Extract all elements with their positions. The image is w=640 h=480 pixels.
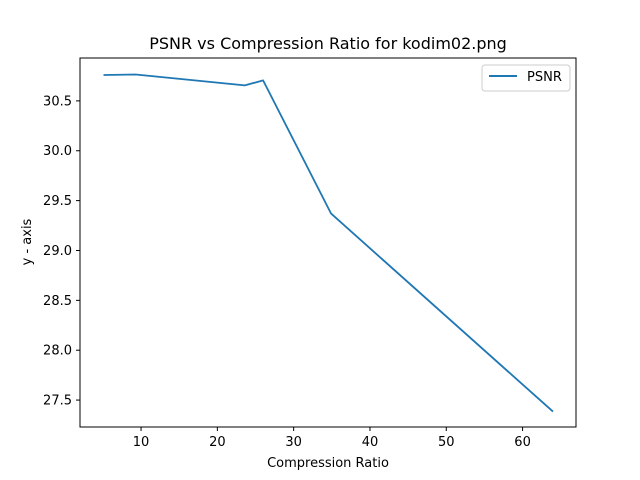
series-line-psnr [103,73,554,413]
x-tick-label: 10 [133,435,150,450]
y-tick-label: 29.0 [43,244,72,259]
y-tick-label: 27.5 [43,394,72,409]
legend: PSNR [481,64,571,92]
y-tick-label: 28.0 [43,344,72,359]
x-axis: 10 20 30 40 50 60 [133,427,531,450]
x-tick-label: 50 [438,435,455,450]
legend-box [481,64,571,92]
x-axis-label: Compression Ratio [267,456,389,471]
x-tick-label: 60 [514,435,531,450]
y-tick-label: 30.5 [43,94,72,109]
y-tick-label: 30.0 [43,144,72,159]
plot-frame [79,57,577,428]
x-tick-label: 30 [285,435,302,450]
x-tick-label: 40 [362,435,379,450]
y-axis-label: y - axis [20,218,35,265]
plot-area [103,73,554,413]
chart-title: PSNR vs Compression Ratio for kodim02.pn… [149,34,507,53]
y-tick-label: 29.5 [43,194,72,209]
legend-label-psnr: PSNR [527,70,562,85]
y-axis: 27.5 28.0 28.5 29.0 29.5 30.0 30.5 [43,94,80,409]
y-tick-label: 28.5 [43,294,72,309]
x-tick-label: 20 [209,435,226,450]
